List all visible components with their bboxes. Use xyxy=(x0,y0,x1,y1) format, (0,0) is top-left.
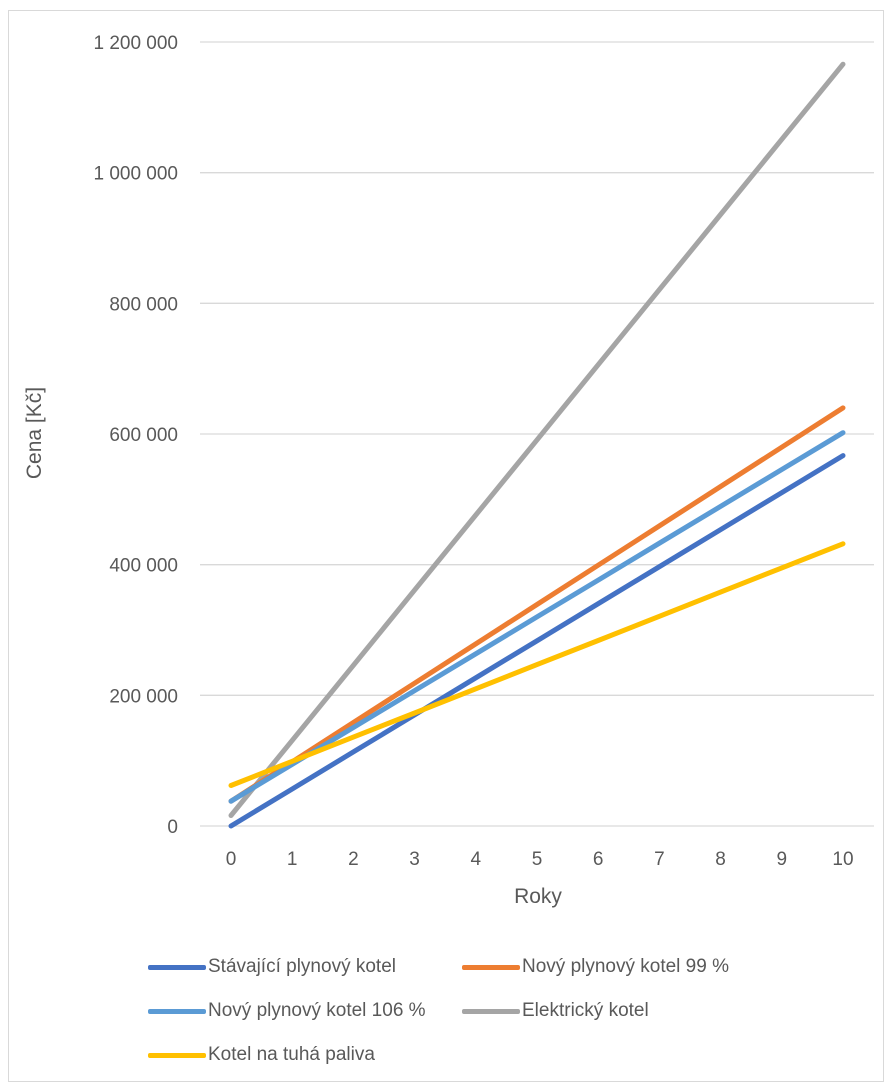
series-line-3 xyxy=(228,61,846,818)
series-line-4 xyxy=(228,541,846,788)
chart-frame xyxy=(8,10,884,1082)
x-tick-label: 4 xyxy=(471,849,482,870)
y-axis-title: Cena [Kč] xyxy=(23,387,46,479)
y-tick-label: 600 000 xyxy=(109,425,178,446)
y-tick-label: 1 000 000 xyxy=(93,164,178,185)
x-tick-labels: 0 1 2 3 4 5 6 7 8 9 10 xyxy=(226,849,854,870)
legend-label: Stávající plynový kotel xyxy=(208,956,396,977)
y-tick-label: 0 xyxy=(167,817,178,838)
y-tick-label: 800 000 xyxy=(109,294,178,315)
legend-item-kotel-na-tuha-paliva: Kotel na tuhá paliva xyxy=(148,1040,375,1070)
x-tick-label: 7 xyxy=(654,849,665,870)
legend-swatch xyxy=(148,964,206,970)
legend-label: Nový plynový kotel 99 % xyxy=(522,956,729,977)
legend-item-novy-plynovy-kotel-106: Nový plynový kotel 106 % xyxy=(148,996,426,1026)
series-line-0 xyxy=(228,453,846,829)
y-tick-labels: 0 200 000 400 000 600 000 800 000 1 000 000 1 … xyxy=(93,33,178,838)
legend-swatch xyxy=(462,1008,520,1014)
series-line-2 xyxy=(228,430,846,804)
legend-swatch xyxy=(148,1052,206,1058)
legend-label: Elektrický kotel xyxy=(522,1000,649,1021)
x-tick-label: 5 xyxy=(532,849,543,870)
legend-item-novy-plynovy-kotel-99: Nový plynový kotel 99 % xyxy=(462,952,729,982)
x-tick-label: 1 xyxy=(287,849,298,870)
legend-label: Kotel na tuhá paliva xyxy=(208,1044,375,1065)
x-tick-label: 3 xyxy=(409,849,420,870)
legend-swatch xyxy=(462,964,520,970)
x-tick-label: 9 xyxy=(777,849,788,870)
gridlines xyxy=(200,41,874,827)
legend-label: Nový plynový kotel 106 % xyxy=(208,1000,426,1021)
y-tick-label: 1 200 000 xyxy=(93,33,178,54)
x-tick-label: 6 xyxy=(593,849,604,870)
x-tick-label: 0 xyxy=(226,849,237,870)
legend-item-stavajici-plynovy-kotel: Stávající plynový kotel xyxy=(148,952,396,982)
series-line-1 xyxy=(228,405,846,804)
x-tick-label: 10 xyxy=(832,849,853,870)
legend-item-elektricky-kotel: Elektrický kotel xyxy=(462,996,649,1026)
x-tick-label: 8 xyxy=(715,849,726,870)
x-axis-title: Roky xyxy=(514,885,562,908)
legend-swatch xyxy=(148,1008,206,1014)
series-lines xyxy=(228,61,846,829)
y-tick-label: 400 000 xyxy=(109,556,178,577)
x-tick-label: 2 xyxy=(348,849,359,870)
y-tick-label: 200 000 xyxy=(109,686,178,707)
